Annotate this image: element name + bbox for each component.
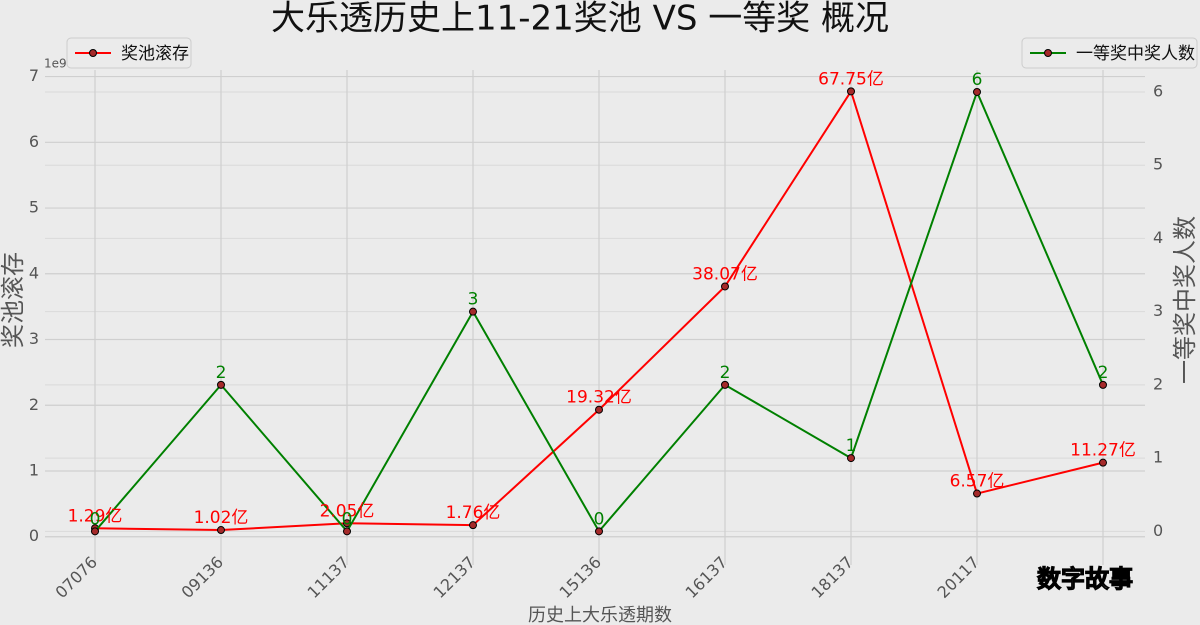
- y-tick-label: 6: [29, 132, 39, 151]
- y-tick-label: 7: [29, 66, 39, 85]
- y-tick-label: 1: [29, 460, 39, 479]
- data-label: 19.32亿: [566, 388, 632, 408]
- y2-tick-label: 2: [1153, 374, 1163, 393]
- y-tick-label: 3: [29, 329, 39, 348]
- x-tick-label: 15136: [556, 553, 605, 602]
- data-label: 2.05亿: [320, 501, 375, 521]
- y2-tick-label: 0: [1153, 521, 1163, 540]
- legend-label: 一等奖中奖人数: [1076, 44, 1195, 64]
- data-point: [721, 282, 729, 291]
- data-label: 2: [720, 363, 731, 383]
- x-axis-label: 历史上大乐透期数: [528, 605, 672, 625]
- data-point: [217, 526, 225, 535]
- data-label: 11.27亿: [1070, 441, 1136, 461]
- x-tick-label: 07076: [52, 553, 101, 602]
- data-point: [847, 87, 855, 96]
- y2-axis-label: 一等奖中奖人数: [1171, 216, 1199, 384]
- watermark: 数字故事: [1037, 565, 1133, 593]
- data-point: [91, 527, 99, 536]
- data-label: 6.57亿: [950, 472, 1005, 492]
- data-label: 0: [594, 509, 605, 529]
- data-label: 1.02亿: [194, 508, 249, 528]
- x-tick-label: 11137: [304, 553, 353, 602]
- legend-box: [1021, 37, 1198, 69]
- legend-box: [66, 37, 192, 69]
- data-label: 6: [972, 70, 983, 90]
- data-label: 1: [846, 436, 857, 456]
- y2-tick-label: 4: [1153, 228, 1163, 247]
- data-point: [973, 87, 981, 96]
- y-tick-label: 4: [29, 263, 39, 282]
- x-tick-label: 09136: [178, 553, 227, 602]
- data-point: [217, 380, 225, 389]
- data-point: [469, 307, 477, 316]
- data-label: 1.29亿: [68, 506, 123, 526]
- y-axis-label: 奖池滚存: [0, 252, 27, 348]
- data-label: 0: [342, 509, 353, 529]
- x-tick-label: 12137: [430, 553, 479, 602]
- data-label: 3: [468, 290, 479, 310]
- data-label: 0: [90, 509, 101, 529]
- data-label: 2: [1098, 363, 1109, 383]
- y-tick-label: 2: [29, 395, 39, 414]
- offset-text: 1e9: [44, 57, 67, 71]
- data-point: [721, 380, 729, 389]
- data-label: 38.07亿: [692, 264, 758, 284]
- y-tick-label: 5: [29, 198, 39, 217]
- data-point: [343, 527, 351, 536]
- data-point: [595, 405, 603, 414]
- data-point: [595, 527, 603, 536]
- legend-marker: [89, 49, 97, 57]
- y2-tick-label: 3: [1153, 301, 1163, 320]
- y2-tick-label: 6: [1153, 81, 1163, 100]
- data-point: [1099, 380, 1107, 389]
- data-point: [847, 454, 855, 463]
- data-label: 2: [216, 363, 227, 383]
- data-label: 67.75亿: [818, 69, 884, 89]
- data-point: [973, 489, 981, 498]
- data-point: [469, 521, 477, 530]
- data-point: [1099, 458, 1107, 467]
- legend-label: 奖池滚存: [121, 44, 189, 64]
- x-tick-label: 18137: [808, 553, 857, 602]
- x-tick-label: 16137: [682, 553, 731, 602]
- chart-title: 大乐透历史上11-21奖池 VS 一等奖 概况: [271, 0, 889, 39]
- y2-tick-label: 5: [1153, 155, 1163, 174]
- data-label: 1.76亿: [446, 503, 501, 523]
- y-tick-label: 0: [29, 526, 39, 545]
- legend-marker: [1044, 49, 1052, 57]
- y2-tick-label: 1: [1153, 448, 1163, 467]
- x-tick-label: 20117: [934, 553, 983, 602]
